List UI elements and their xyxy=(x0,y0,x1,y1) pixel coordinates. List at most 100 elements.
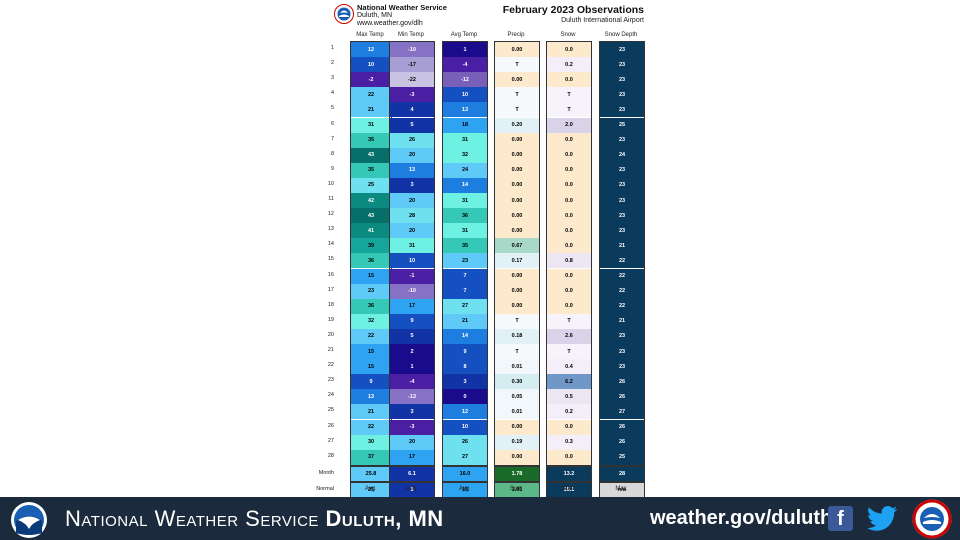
table-cell: 23 xyxy=(351,283,391,299)
table-cell: 43 xyxy=(351,147,391,163)
table-cell: 1 xyxy=(443,42,487,58)
banner-url[interactable]: weather.gov/duluth xyxy=(650,507,833,529)
table-cell: 27 xyxy=(600,404,644,420)
table-cell: 0.0 xyxy=(547,283,591,299)
table-cell: 15 xyxy=(351,268,391,284)
table-cell: 36 xyxy=(443,208,487,224)
table-cell: 12 xyxy=(351,42,391,58)
table-cell: 0.67 xyxy=(495,238,539,254)
day-label: 10 xyxy=(327,180,334,187)
table-cell: 20 xyxy=(390,193,434,209)
table-cell: 5 xyxy=(390,117,434,133)
table-cell: 10 xyxy=(351,57,391,73)
table-cell: 0.30 xyxy=(495,374,539,390)
table-cell: -10 xyxy=(390,283,434,299)
table-cell: 5 xyxy=(390,328,434,344)
table-cell: 0.2 xyxy=(547,57,591,73)
table-cell: 0.00 xyxy=(495,177,539,193)
data-column-snow: 0.0 0.2 0.0 T T 2.0 0.0 0.0 0.0 0.0 0.0 0.0 0.0 0.0 0.… xyxy=(546,41,592,466)
banner-title: National Weather Service Duluth, MN xyxy=(65,506,444,532)
table-cell: 25 xyxy=(600,117,644,133)
table-cell: 12 xyxy=(443,404,487,420)
table-cell: 4 xyxy=(390,102,434,118)
day-label: 6 xyxy=(330,120,334,127)
table-cell: 22 xyxy=(351,87,391,103)
day-label: 14 xyxy=(327,241,334,248)
table-cell: 23 xyxy=(600,208,644,224)
table-cell: 23 xyxy=(600,132,644,148)
table-cell: 28 xyxy=(390,208,434,224)
footer-banner: National Weather Service Duluth, MN weat… xyxy=(0,497,960,540)
table-cell: 22 xyxy=(600,283,644,299)
table-cell: 0.0 xyxy=(547,132,591,148)
twitter-icon[interactable] xyxy=(866,505,898,533)
table-cell: -13 xyxy=(390,389,434,405)
summary-type-label: Sum xyxy=(509,486,523,492)
table-cell: T xyxy=(495,344,539,360)
table-cell: 36 xyxy=(351,298,391,314)
table-cell: 27 xyxy=(443,298,487,314)
table-cell: 0.3 xyxy=(547,434,591,450)
table-cell: 43 xyxy=(351,208,391,224)
table-cell: 15 xyxy=(351,344,391,360)
table-cell: 21 xyxy=(351,404,391,420)
table-cell: 0.00 xyxy=(495,208,539,224)
table-cell: T xyxy=(495,102,539,118)
table-cell: 31 xyxy=(443,193,487,209)
table-cell: 8 xyxy=(443,359,487,375)
month-summary-cell: 13.2 xyxy=(546,465,592,482)
table-cell: -12 xyxy=(443,72,487,88)
facebook-icon[interactable]: f xyxy=(828,506,853,531)
table-cell: 0.00 xyxy=(495,268,539,284)
table-cell: 2 xyxy=(390,344,434,360)
table-cell: 0.00 xyxy=(495,419,539,435)
day-label: 15 xyxy=(327,256,334,263)
table-cell: T xyxy=(547,344,591,360)
table-cell: 21 xyxy=(600,238,644,254)
day-label: 25 xyxy=(327,407,334,414)
table-cell: 35 xyxy=(443,238,487,254)
day-label: 12 xyxy=(327,211,334,218)
day-label: 22 xyxy=(327,362,334,369)
table-cell: 0.00 xyxy=(495,72,539,88)
table-cell: T xyxy=(547,102,591,118)
table-cell: 42 xyxy=(351,193,391,209)
summary-type-label: Avg xyxy=(405,486,417,492)
table-cell: 0.8 xyxy=(547,253,591,269)
table-cell: 32 xyxy=(443,147,487,163)
column-header: Snow xyxy=(560,32,576,38)
table-cell: 0.0 xyxy=(547,193,591,209)
day-label: 4 xyxy=(330,90,334,97)
org-block: National Weather Service Duluth, MN www.… xyxy=(357,4,447,28)
table-cell: 20 xyxy=(390,223,434,239)
table-cell: 26 xyxy=(600,434,644,450)
table-cell: 0.00 xyxy=(495,223,539,239)
table-cell: 22 xyxy=(600,268,644,284)
table-cell: 20 xyxy=(390,147,434,163)
month-label: Month xyxy=(318,469,334,476)
table-cell: -4 xyxy=(443,57,487,73)
day-label: 2 xyxy=(330,60,334,67)
table-cell: 0.2 xyxy=(547,404,591,420)
table-cell: 22 xyxy=(351,419,391,435)
table-cell: 14 xyxy=(443,177,487,193)
data-column-min: -10 -17 -22 -3 4 5 26 20 13 3 20 28 20 31 10 -1 -10 17 9 5 2… xyxy=(389,41,435,466)
day-label: 27 xyxy=(327,437,334,444)
data-column-depth: 23 23 23 23 23 25 23 24 23 23 23 23 23 21 22 22 22 22 21 23… xyxy=(599,41,645,466)
table-cell: 0.0 xyxy=(547,298,591,314)
table-cell: -10 xyxy=(390,42,434,58)
table-cell: 23 xyxy=(600,57,644,73)
table-cell: 7 xyxy=(443,268,487,284)
table-cell: 23 xyxy=(600,223,644,239)
table-cell: 9 xyxy=(351,374,391,390)
month-summary-cell: 1.78 xyxy=(494,465,540,482)
table-cell: 0.00 xyxy=(495,283,539,299)
month-summary-cell: 25.8 xyxy=(350,465,392,482)
table-cell: 37 xyxy=(351,449,391,465)
table-cell: 23 xyxy=(600,162,644,178)
table-cell: 0.00 xyxy=(495,132,539,148)
summary-type-label: Max xyxy=(615,486,627,492)
table-cell: 39 xyxy=(351,238,391,254)
table-cell: 0.0 xyxy=(547,208,591,224)
table-cell: 35 xyxy=(351,162,391,178)
